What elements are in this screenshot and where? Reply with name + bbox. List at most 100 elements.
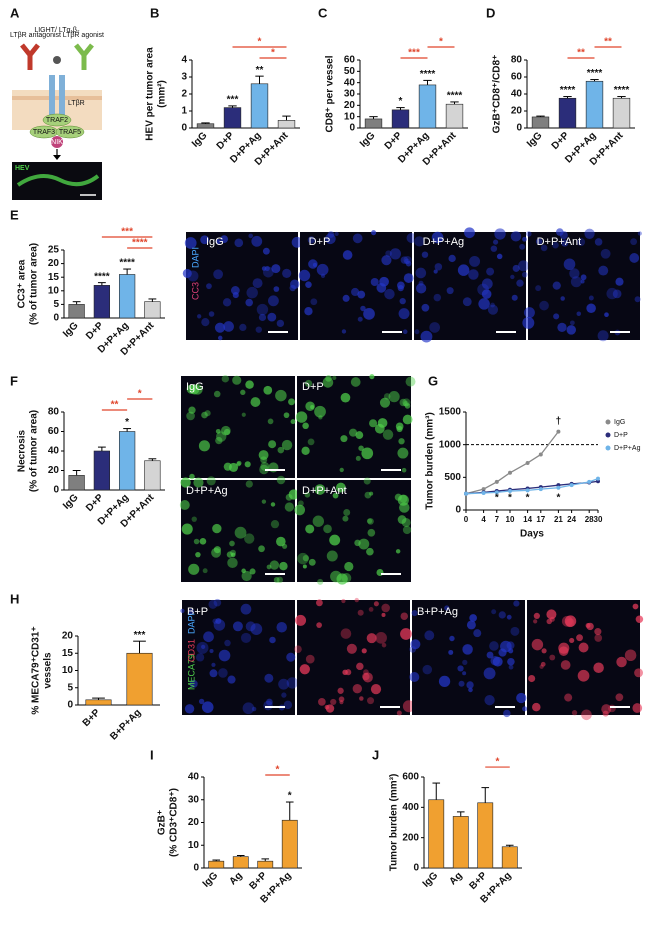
micrograph-texture xyxy=(487,304,499,315)
y-axis-label: (% of tumor area) xyxy=(29,410,40,492)
micrograph-texture xyxy=(346,643,357,654)
micrograph-texture xyxy=(339,467,344,473)
series-point xyxy=(538,452,543,457)
x-tick-label: IgG xyxy=(525,130,545,150)
micrograph-texture xyxy=(263,385,273,395)
diagram-label: NIK xyxy=(51,139,63,146)
micrograph-texture xyxy=(473,629,482,638)
micrograph-texture xyxy=(569,637,575,644)
micrograph-texture xyxy=(276,475,286,485)
micrograph-texture xyxy=(277,446,285,454)
micrograph-texture xyxy=(513,600,520,607)
y-tick-label: 40 xyxy=(48,446,60,457)
micrograph-texture xyxy=(481,278,493,290)
micrograph-texture xyxy=(342,294,350,302)
micrograph-texture xyxy=(370,277,379,287)
micrograph-texture xyxy=(326,550,338,562)
micrograph-texture xyxy=(364,491,372,499)
micrograph-texture xyxy=(248,233,254,239)
micrograph-texture xyxy=(325,375,332,382)
micrograph-texture xyxy=(630,238,638,246)
micrograph-texture xyxy=(315,599,323,607)
image-label: D+P+Ag xyxy=(423,236,465,248)
micrograph-texture xyxy=(213,269,223,280)
y-tick-label: 0 xyxy=(193,863,199,874)
micrograph-texture xyxy=(558,646,569,656)
micrograph-texture xyxy=(416,283,427,294)
significance-star: **** xyxy=(587,68,603,79)
micrograph-texture xyxy=(340,628,352,639)
comparison-label: * xyxy=(276,765,280,776)
micrograph-texture xyxy=(468,269,479,280)
micrograph-texture xyxy=(402,414,413,425)
bar xyxy=(612,97,631,129)
micrograph-texture xyxy=(250,397,261,407)
micrograph-texture xyxy=(267,418,274,425)
micrograph-texture xyxy=(304,379,313,388)
diagram-label: LTβR agonist xyxy=(63,32,104,39)
micrograph-texture xyxy=(354,597,359,603)
micrograph-texture xyxy=(341,329,347,334)
micrograph-texture xyxy=(400,256,409,264)
comparison-label: **** xyxy=(132,238,148,249)
micrograph-texture xyxy=(221,375,229,383)
micrograph-texture xyxy=(276,621,287,633)
micrograph-texture xyxy=(383,393,391,400)
micrograph-texture xyxy=(403,273,414,283)
significance-star: **** xyxy=(119,258,135,269)
micrograph-texture xyxy=(180,608,185,614)
traf-node xyxy=(55,125,85,139)
micrograph-texture xyxy=(604,312,609,318)
micrograph-texture xyxy=(448,254,456,263)
y-tick-label: 0 xyxy=(53,313,59,324)
micrograph-texture xyxy=(342,669,348,676)
micrograph-texture xyxy=(281,543,288,549)
micrograph-texture xyxy=(368,607,374,612)
series-point xyxy=(569,483,574,488)
micrograph-texture xyxy=(516,279,524,287)
y-tick-label: 25 xyxy=(48,245,60,256)
series-point xyxy=(525,460,530,465)
micrograph-texture xyxy=(359,696,364,701)
diagram-label: LTβR antagonist xyxy=(10,32,61,39)
legend-marker xyxy=(605,419,611,425)
micrograph-texture xyxy=(405,260,412,267)
micrograph-texture xyxy=(371,230,377,236)
x-axis-label: Days xyxy=(520,529,544,540)
micrograph-texture xyxy=(202,568,208,574)
micrograph-texture xyxy=(523,307,535,319)
micrograph-texture xyxy=(283,700,293,710)
bar xyxy=(93,450,111,491)
bar xyxy=(428,799,445,869)
y-tick-label: 10 xyxy=(344,111,356,122)
micrograph-texture xyxy=(256,303,269,316)
micrograph xyxy=(182,600,295,715)
micrograph-texture xyxy=(388,391,400,403)
micrograph-texture xyxy=(366,518,373,524)
micrograph-texture xyxy=(498,648,507,657)
micrograph-texture xyxy=(204,410,211,417)
micrograph-texture xyxy=(258,545,265,553)
micrograph-texture xyxy=(593,662,604,674)
micrograph-texture xyxy=(594,628,602,636)
x-tick-label: D+P xyxy=(383,130,405,152)
micrograph-texture xyxy=(404,258,410,265)
micrograph-texture xyxy=(367,518,374,525)
micrograph-texture xyxy=(241,570,252,582)
micrograph-texture xyxy=(295,614,307,626)
series-point xyxy=(494,490,499,495)
y-tick-label: 3 xyxy=(181,72,187,83)
micrograph-texture xyxy=(457,264,470,276)
micrograph-texture xyxy=(352,233,363,244)
panel-letter: J xyxy=(372,747,379,762)
micrograph-texture xyxy=(317,578,324,585)
micrograph-texture xyxy=(598,265,609,276)
micrograph-texture xyxy=(188,563,200,575)
micrograph-texture xyxy=(218,649,231,662)
micrograph-texture xyxy=(398,308,410,320)
legend-marker xyxy=(605,445,611,451)
micrograph-texture xyxy=(286,677,299,689)
comparison-label: *** xyxy=(408,48,420,59)
micrograph-texture xyxy=(358,538,370,550)
micrograph-texture xyxy=(367,697,375,705)
